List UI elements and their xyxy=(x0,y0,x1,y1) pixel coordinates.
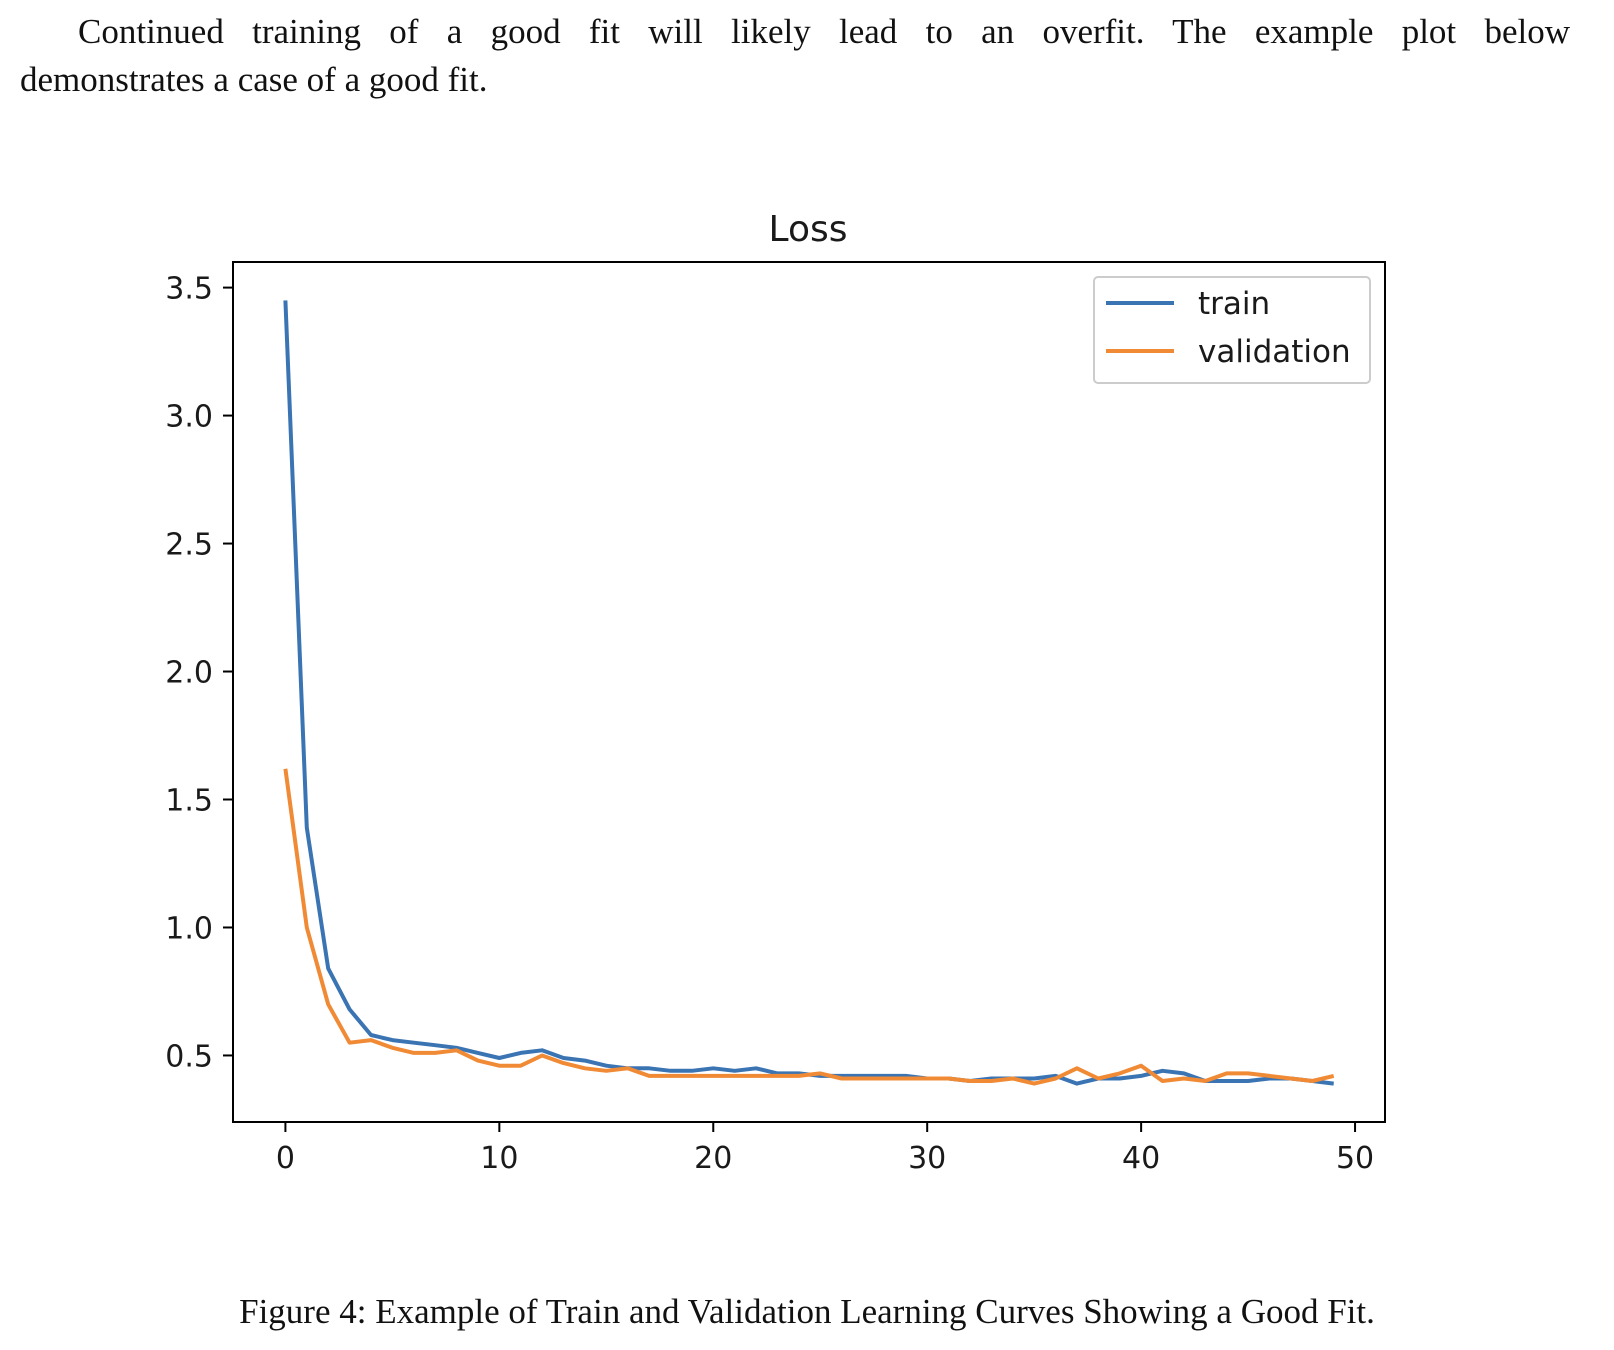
figure-caption: Figure 4: Example of Train and Validatio… xyxy=(239,1292,1375,1331)
y-tick-label: 3.0 xyxy=(165,400,213,435)
y-tick-label: 3.5 xyxy=(165,272,213,307)
x-tick-label: 0 xyxy=(276,1141,295,1176)
y-tick-label: 1.5 xyxy=(165,784,213,819)
x-axis: 0 10 20 30 40 50 xyxy=(276,1122,1374,1176)
intro-line-1: Continued training of a good fit will li… xyxy=(78,12,1570,51)
series-line-train xyxy=(283,300,1334,1086)
y-tick-label: 2.0 xyxy=(165,656,213,691)
intro-line-2: demonstrates a case of a good fit. xyxy=(20,60,488,99)
legend-label-train: train xyxy=(1198,286,1270,322)
y-tick-label: 0.5 xyxy=(165,1039,213,1074)
y-tick-label: 1.0 xyxy=(165,911,213,946)
series-layer xyxy=(283,300,1335,1086)
series-line-validation xyxy=(283,768,1335,1086)
legend-label-validation: validation xyxy=(1198,334,1351,370)
x-tick-label: 20 xyxy=(694,1141,732,1176)
loss-figure: Loss 0 10 20 30 40 50 0.5 1.0 1.5 2.0 2.5 3.0 3.5 t… xyxy=(0,195,1614,1185)
plot-frame xyxy=(232,261,1386,1123)
x-tick-label: 10 xyxy=(480,1141,518,1176)
chart-title: Loss xyxy=(769,209,848,250)
y-tick-label: 2.5 xyxy=(165,528,213,563)
y-axis: 0.5 1.0 1.5 2.0 2.5 3.0 3.5 xyxy=(165,272,233,1074)
intro-paragraph: Continued training of a good fit will li… xyxy=(20,8,1570,104)
x-tick-label: 40 xyxy=(1122,1141,1160,1176)
loss-chart: Loss 0 10 20 30 40 50 0.5 1.0 1.5 2.0 2.5 3.0 3.5 t… xyxy=(165,209,1386,1176)
x-tick-label: 50 xyxy=(1336,1141,1374,1176)
x-tick-label: 30 xyxy=(908,1141,946,1176)
legend: train validation xyxy=(1093,276,1371,384)
